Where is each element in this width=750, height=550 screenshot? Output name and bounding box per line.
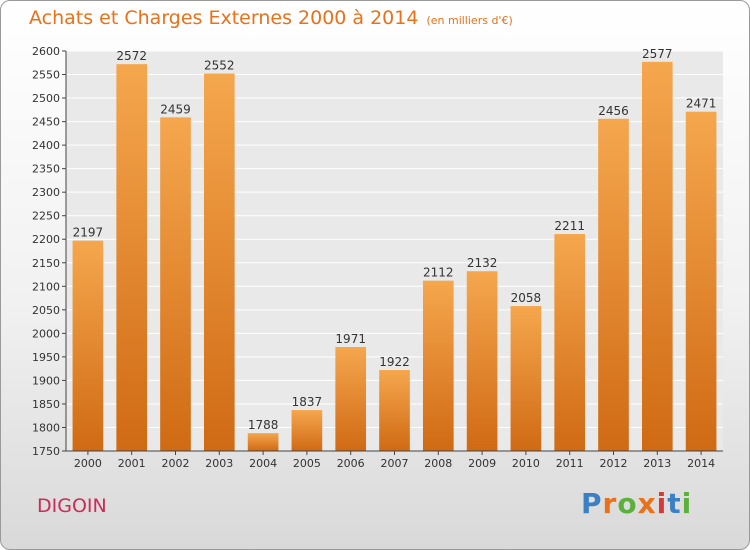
data-label-2002: 2459 (160, 102, 191, 116)
x-tick-label-2000: 2000 (74, 457, 102, 470)
y-tick-label: 1850 (32, 398, 60, 411)
y-tick-label: 2000 (32, 327, 60, 340)
bar-2000 (72, 240, 104, 451)
bar-2003 (203, 73, 235, 452)
data-label-2013: 2577 (642, 47, 673, 61)
data-label-2000: 2197 (73, 226, 104, 240)
data-label-2005: 1837 (292, 395, 323, 409)
bar-2013 (641, 61, 673, 452)
bar-2007 (379, 370, 410, 451)
data-label-2008: 2112 (423, 266, 454, 280)
bar-2010 (510, 306, 542, 451)
bar-2011 (554, 234, 586, 451)
x-tick-label-2001: 2001 (118, 457, 146, 470)
x-tick-label-2005: 2005 (293, 457, 321, 470)
y-tick-label: 2200 (32, 233, 60, 246)
x-tick-label-2013: 2013 (643, 457, 671, 470)
y-tick-label: 2100 (32, 280, 60, 293)
y-tick-label: 2150 (32, 257, 60, 270)
x-tick-label-2006: 2006 (337, 457, 365, 470)
city-name: DIGOIN (37, 495, 107, 517)
y-tick-label: 2350 (32, 163, 60, 176)
x-tick-label-2004: 2004 (249, 457, 277, 470)
bar-2001 (116, 64, 148, 452)
data-label-2004: 1788 (248, 418, 279, 432)
bar-2009 (466, 271, 498, 451)
logo-letter: x (637, 487, 657, 520)
data-label-2014: 2471 (686, 97, 717, 111)
y-tick-label: 2450 (32, 116, 60, 129)
data-label-2011: 2211 (554, 219, 585, 233)
x-tick-label-2014: 2014 (687, 457, 715, 470)
data-label-2010: 2058 (511, 291, 542, 305)
logo-letter: P (581, 487, 603, 520)
bar-2008 (422, 280, 454, 451)
x-tick-label-2002: 2002 (162, 457, 190, 470)
data-label-2003: 2552 (204, 59, 235, 73)
y-tick-label: 2300 (32, 186, 60, 199)
x-tick-label-2009: 2009 (468, 457, 496, 470)
data-label-2007: 1922 (379, 355, 410, 369)
y-tick-label: 1950 (32, 351, 60, 364)
logo-letter: r (602, 487, 618, 520)
y-tick-label: 2250 (32, 210, 60, 223)
y-tick-label: 1800 (32, 421, 60, 434)
y-tick-label: 2600 (32, 45, 60, 58)
data-label-2006: 1971 (335, 332, 366, 346)
bar-2006 (335, 347, 367, 451)
data-label-2009: 2132 (467, 256, 498, 270)
x-tick-label-2011: 2011 (556, 457, 584, 470)
title-text: Achats et Charges Externes 2000 à 2014 (29, 7, 419, 29)
x-tick-label-2007: 2007 (381, 457, 409, 470)
bar-2014 (685, 111, 717, 452)
x-tick-label-2012: 2012 (600, 457, 628, 470)
bar-2002 (160, 117, 191, 452)
logo-letter: o (617, 487, 638, 520)
y-tick-label: 2500 (32, 92, 60, 105)
bar-2005 (291, 410, 323, 451)
logo-letter: i (656, 487, 668, 520)
y-tick-label: 1900 (32, 374, 60, 387)
x-tick-label-2008: 2008 (424, 457, 452, 470)
x-tick-label-2003: 2003 (205, 457, 233, 470)
proxiti-logo[interactable]: Proxiti (581, 487, 692, 520)
subtitle-text: (en milliers d'€) (426, 14, 513, 27)
chart-title: Achats et Charges Externes 2000 à 2014 (e… (29, 7, 513, 29)
x-tick-label-2010: 2010 (512, 457, 540, 470)
logo-letter: i (681, 487, 693, 520)
y-tick-label: 2050 (32, 304, 60, 317)
bar-2004 (247, 433, 279, 451)
y-tick-label: 2550 (32, 69, 60, 82)
logo-letter: t (667, 487, 682, 520)
data-label-2012: 2456 (598, 104, 629, 118)
data-label-2001: 2572 (116, 49, 147, 63)
bar-2012 (598, 118, 629, 451)
y-tick-label: 2400 (32, 139, 60, 152)
y-tick-label: 1750 (32, 445, 60, 458)
